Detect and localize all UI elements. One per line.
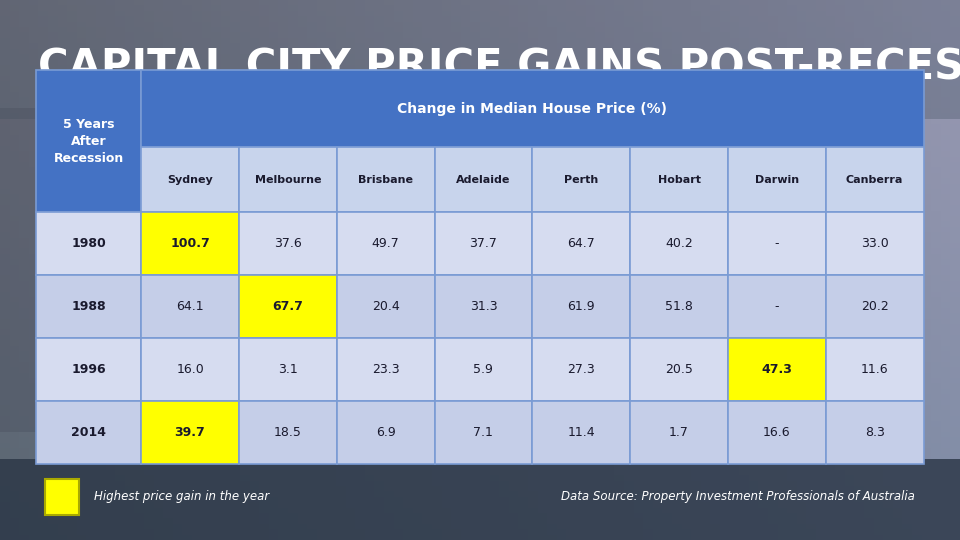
FancyBboxPatch shape (239, 147, 337, 212)
FancyBboxPatch shape (630, 147, 728, 212)
FancyBboxPatch shape (36, 338, 141, 401)
Text: 1988: 1988 (71, 300, 107, 313)
Text: Highest price gain in the year: Highest price gain in the year (94, 490, 270, 503)
Text: Canberra: Canberra (846, 174, 903, 185)
FancyBboxPatch shape (141, 338, 239, 401)
FancyBboxPatch shape (36, 70, 141, 212)
Text: Data Source: Property Investment Professionals of Australia: Data Source: Property Investment Profess… (561, 490, 915, 503)
Text: 8.3: 8.3 (865, 427, 884, 440)
Text: 49.7: 49.7 (372, 237, 399, 250)
FancyBboxPatch shape (728, 275, 826, 338)
Text: 2014: 2014 (71, 427, 107, 440)
FancyBboxPatch shape (141, 212, 239, 275)
Text: 37.6: 37.6 (274, 237, 301, 250)
Text: Change in Median House Price (%): Change in Median House Price (%) (397, 102, 667, 116)
Text: CAPITAL CITY PRICE GAINS POST-RECESSION: CAPITAL CITY PRICE GAINS POST-RECESSION (38, 46, 960, 89)
FancyBboxPatch shape (533, 338, 630, 401)
Text: 31.3: 31.3 (469, 300, 497, 313)
FancyBboxPatch shape (337, 275, 435, 338)
FancyBboxPatch shape (337, 401, 435, 464)
FancyBboxPatch shape (533, 212, 630, 275)
Text: 51.8: 51.8 (665, 300, 693, 313)
Text: 11.6: 11.6 (861, 363, 888, 376)
Text: 1980: 1980 (71, 237, 107, 250)
FancyBboxPatch shape (0, 459, 960, 540)
Text: -: - (775, 300, 780, 313)
FancyBboxPatch shape (826, 338, 924, 401)
Text: Brisbane: Brisbane (358, 174, 413, 185)
Text: Sydney: Sydney (167, 174, 213, 185)
FancyBboxPatch shape (728, 212, 826, 275)
Text: 1996: 1996 (71, 363, 107, 376)
FancyBboxPatch shape (239, 338, 337, 401)
Text: 20.5: 20.5 (665, 363, 693, 376)
FancyBboxPatch shape (141, 70, 924, 147)
Text: -: - (775, 237, 780, 250)
FancyBboxPatch shape (239, 401, 337, 464)
FancyBboxPatch shape (141, 147, 239, 212)
FancyBboxPatch shape (826, 212, 924, 275)
FancyBboxPatch shape (728, 147, 826, 212)
Text: Darwin: Darwin (755, 174, 799, 185)
Text: 27.3: 27.3 (567, 363, 595, 376)
Text: 5.9: 5.9 (473, 363, 493, 376)
FancyBboxPatch shape (435, 338, 533, 401)
Text: 1.7: 1.7 (669, 427, 689, 440)
Text: Perth: Perth (564, 174, 598, 185)
FancyBboxPatch shape (728, 338, 826, 401)
FancyBboxPatch shape (435, 147, 533, 212)
FancyBboxPatch shape (36, 275, 141, 338)
FancyBboxPatch shape (141, 275, 239, 338)
FancyBboxPatch shape (36, 401, 141, 464)
Text: 33.0: 33.0 (861, 237, 889, 250)
FancyBboxPatch shape (435, 275, 533, 338)
FancyBboxPatch shape (337, 212, 435, 275)
FancyBboxPatch shape (0, 108, 240, 432)
Text: 39.7: 39.7 (175, 427, 205, 440)
FancyBboxPatch shape (728, 401, 826, 464)
FancyBboxPatch shape (45, 479, 79, 515)
Text: Adelaide: Adelaide (456, 174, 511, 185)
Text: 18.5: 18.5 (274, 427, 301, 440)
FancyBboxPatch shape (337, 147, 435, 212)
FancyBboxPatch shape (337, 338, 435, 401)
Text: 61.9: 61.9 (567, 300, 595, 313)
Text: 5 Years
After
Recession: 5 Years After Recession (54, 118, 124, 165)
FancyBboxPatch shape (239, 275, 337, 338)
FancyBboxPatch shape (826, 401, 924, 464)
FancyBboxPatch shape (826, 147, 924, 212)
Text: 3.1: 3.1 (278, 363, 298, 376)
Text: 67.7: 67.7 (273, 300, 303, 313)
Text: 20.4: 20.4 (372, 300, 399, 313)
Text: Hobart: Hobart (658, 174, 701, 185)
Text: 16.6: 16.6 (763, 427, 791, 440)
FancyBboxPatch shape (141, 401, 239, 464)
FancyBboxPatch shape (630, 212, 728, 275)
Text: 6.9: 6.9 (375, 427, 396, 440)
FancyBboxPatch shape (36, 212, 141, 275)
FancyBboxPatch shape (533, 401, 630, 464)
Text: 37.7: 37.7 (469, 237, 497, 250)
Text: 64.7: 64.7 (567, 237, 595, 250)
FancyBboxPatch shape (533, 147, 630, 212)
Text: 23.3: 23.3 (372, 363, 399, 376)
FancyBboxPatch shape (435, 401, 533, 464)
Text: 7.1: 7.1 (473, 427, 493, 440)
Text: Melbourne: Melbourne (254, 174, 321, 185)
FancyBboxPatch shape (533, 275, 630, 338)
FancyBboxPatch shape (239, 212, 337, 275)
FancyBboxPatch shape (435, 212, 533, 275)
Text: 47.3: 47.3 (761, 363, 792, 376)
FancyBboxPatch shape (630, 401, 728, 464)
FancyBboxPatch shape (630, 338, 728, 401)
Text: 20.2: 20.2 (861, 300, 889, 313)
Text: 64.1: 64.1 (177, 300, 204, 313)
FancyBboxPatch shape (0, 0, 960, 119)
Text: 40.2: 40.2 (665, 237, 693, 250)
FancyBboxPatch shape (630, 275, 728, 338)
FancyBboxPatch shape (826, 275, 924, 338)
Text: 11.4: 11.4 (567, 427, 595, 440)
Text: 16.0: 16.0 (177, 363, 204, 376)
Text: 100.7: 100.7 (170, 237, 210, 250)
